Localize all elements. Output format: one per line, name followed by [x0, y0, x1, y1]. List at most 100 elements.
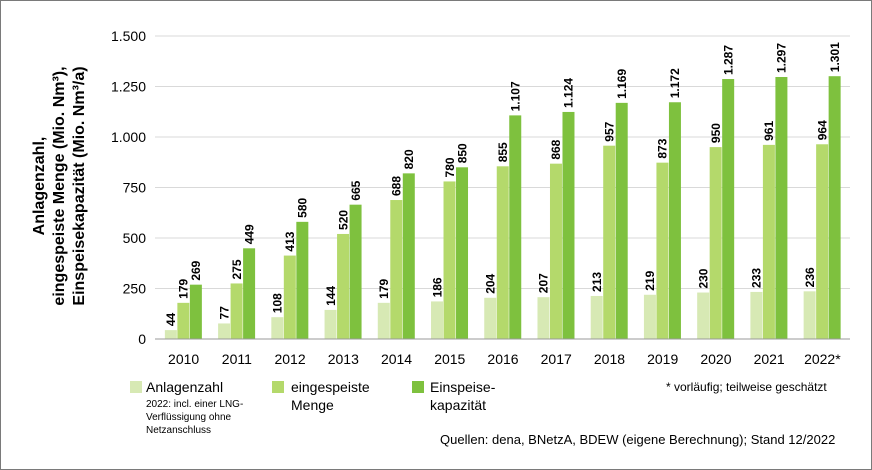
data-label-einspeisekapazit-t-2013: 665 — [349, 180, 363, 200]
y-axis-title-line-2: eingespeiste Menge (Mio. Nm³), — [51, 66, 68, 305]
data-label-anlagenzahl-2018: 213 — [590, 272, 604, 292]
y-axis-title: Anlagenzahl, eingespeiste Menge (Mio. Nm… — [31, 66, 88, 305]
bar-einspeisekapazit-t-2016 — [509, 115, 522, 339]
data-label-eingespeiste-menge-2013: 520 — [336, 210, 350, 230]
x-tick-label-2021: 2021 — [754, 351, 785, 367]
bar-anlagenzahl-2017 — [537, 297, 550, 339]
bar-anlagenzahl-2019 — [643, 294, 656, 339]
data-label-eingespeiste-menge-2012: 413 — [283, 231, 297, 251]
bar-anlagenzahl-2015 — [431, 301, 444, 339]
x-tick-label-2020: 2020 — [700, 351, 731, 367]
data-label-anlagenzahl-2014: 179 — [377, 278, 391, 298]
x-tick-label-2019: 2019 — [647, 351, 678, 367]
data-label-einspeisekapazit-t-2020: 1.287 — [721, 45, 735, 75]
data-label-einspeisekapazit-t-2019: 1.172 — [668, 68, 682, 98]
bar-anlagenzahl-2016 — [484, 297, 497, 339]
x-tick-label-2022: 2022* — [804, 351, 841, 367]
bar-eingespeiste-menge-2015 — [443, 181, 456, 339]
data-label-einspeisekapazit-t-2015: 850 — [455, 143, 469, 163]
data-label-einspeisekapazit-t-2010: 269 — [189, 260, 203, 280]
data-label-eingespeiste-menge-2014: 688 — [390, 176, 404, 196]
bar-eingespeiste-menge-2014 — [390, 200, 403, 339]
data-label-anlagenzahl-2016: 204 — [484, 273, 498, 293]
data-label-anlagenzahl-2020: 230 — [696, 268, 710, 288]
x-tick-label-2018: 2018 — [594, 351, 625, 367]
legend-label-einspeise-line-2: kapazität — [430, 397, 487, 413]
data-label-eingespeiste-menge-2011: 275 — [230, 259, 244, 279]
bars: 4417926977275449108413580144520665179688… — [164, 42, 842, 340]
x-tick-label-2014: 2014 — [381, 351, 412, 367]
x-tick-label-2011: 2011 — [222, 351, 252, 367]
data-label-einspeisekapazit-t-2011: 449 — [242, 224, 256, 244]
data-label-einspeisekapazit-t-2018: 1.169 — [615, 69, 629, 99]
data-label-anlagenzahl-2010: 44 — [164, 312, 178, 326]
sources-note: Quellen: dena, BNetzA, BDEW (eigene Bere… — [440, 432, 836, 447]
bar-einspeisekapazit-t-2012 — [296, 221, 309, 339]
bar-eingespeiste-menge-2022 — [816, 144, 829, 339]
x-tick-label-2017: 2017 — [541, 351, 572, 367]
data-label-anlagenzahl-2013: 144 — [324, 286, 338, 306]
bar-eingespeiste-menge-2018 — [603, 145, 616, 339]
y-axis-ticks: 0 250 500 750 1.000 1.250 1.500 — [111, 28, 146, 347]
legend-swatch-anlagenzahl — [130, 381, 142, 393]
x-tick-label-2013: 2013 — [328, 351, 359, 367]
data-label-anlagenzahl-2022: 236 — [803, 267, 817, 287]
y-tick-label-1500: 1.500 — [111, 28, 146, 44]
legend-note-line-2: Verflüssigung ohne — [146, 412, 232, 423]
legend-label-einspeise-line-1: Einspeise- — [430, 379, 496, 395]
bar-einspeisekapazit-t-2021 — [775, 77, 788, 340]
y-tick-label-250: 250 — [123, 281, 147, 297]
data-label-eingespeiste-menge-2010: 179 — [177, 278, 191, 298]
x-axis-ticks: 2010 2011 2012 2013 2014 2015 2016 2017 2018 2019… — [168, 351, 841, 367]
data-label-eingespeiste-menge-2020: 950 — [709, 123, 723, 143]
data-label-anlagenzahl-2017: 207 — [537, 273, 551, 293]
bar-eingespeiste-menge-2021 — [762, 144, 775, 339]
data-label-einspeisekapazit-t-2021: 1.297 — [775, 43, 789, 73]
data-label-einspeisekapazit-t-2017: 1.124 — [562, 78, 576, 108]
y-axis-title-line-3: Einspeisekapazität (Mio. Nm³/a) — [71, 66, 88, 305]
bar-eingespeiste-menge-2010 — [177, 302, 190, 339]
bar-eingespeiste-menge-2012 — [283, 255, 296, 339]
bar-einspeisekapazit-t-2013 — [349, 204, 362, 339]
legend-label-anlagenzahl: Anlagenzahl — [146, 379, 224, 395]
bar-anlagenzahl-2012 — [271, 317, 284, 339]
y-tick-label-500: 500 — [123, 230, 147, 246]
bar-einspeisekapazit-t-2020 — [722, 79, 735, 339]
x-tick-label-2010: 2010 — [168, 351, 199, 367]
data-label-anlagenzahl-2011: 77 — [217, 306, 231, 320]
legend-note-line-3: Netzanschluss — [146, 425, 212, 436]
y-axis-title-line-1: Anlagenzahl, — [31, 137, 48, 236]
bar-eingespeiste-menge-2011 — [230, 283, 243, 339]
data-label-eingespeiste-menge-2018: 957 — [602, 121, 616, 141]
data-label-eingespeiste-menge-2016: 855 — [496, 142, 510, 162]
bar-eingespeiste-menge-2017 — [549, 163, 562, 339]
bar-einspeisekapazit-t-2018 — [615, 102, 628, 339]
bar-einspeisekapazit-t-2014 — [402, 173, 415, 339]
y-tick-label-1250: 1.250 — [111, 79, 146, 95]
bar-einspeisekapazit-t-2010 — [189, 284, 202, 339]
data-label-anlagenzahl-2012: 108 — [271, 293, 285, 313]
bar-anlagenzahl-2021 — [750, 291, 763, 339]
preliminary-note: * vorläufig; teilweise geschätzt — [666, 380, 827, 394]
data-label-einspeisekapazit-t-2022: 1.301 — [828, 42, 842, 72]
bar-anlagenzahl-2018 — [590, 295, 603, 339]
legend-note-line-1: 2022: incl. einer LNG- — [146, 399, 244, 410]
data-label-eingespeiste-menge-2017: 868 — [549, 139, 563, 159]
bar-eingespeiste-menge-2019 — [656, 162, 669, 339]
data-label-einspeisekapazit-t-2016: 1.107 — [509, 81, 523, 111]
legend-swatch-einspeisekapazitaet — [412, 381, 424, 393]
y-tick-label-1000: 1.000 — [111, 129, 146, 145]
bar-einspeisekapazit-t-2015 — [456, 167, 469, 339]
bar-anlagenzahl-2011 — [218, 323, 231, 339]
data-label-einspeisekapazit-t-2014: 820 — [402, 149, 416, 169]
x-tick-label-2015: 2015 — [434, 351, 465, 367]
bar-einspeisekapazit-t-2019 — [668, 102, 681, 339]
data-label-anlagenzahl-2021: 233 — [750, 268, 764, 288]
bar-anlagenzahl-2010 — [164, 330, 177, 339]
data-label-eingespeiste-menge-2021: 961 — [762, 121, 776, 141]
bar-anlagenzahl-2020 — [697, 292, 710, 339]
legend-swatch-eingespeiste-menge — [272, 381, 284, 393]
legend-label-eingespeiste-line-2: Menge — [291, 397, 334, 413]
data-label-eingespeiste-menge-2019: 873 — [656, 138, 670, 158]
